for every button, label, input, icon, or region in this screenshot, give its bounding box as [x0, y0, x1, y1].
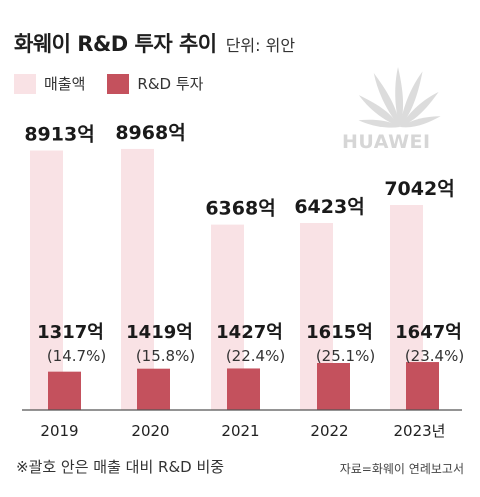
ratio-label: (25.1%) — [316, 347, 375, 365]
revenue-value-label: 8913억 — [24, 124, 94, 146]
legend-label-revenue: 매출액 — [44, 75, 86, 93]
rnd-value-label: 1427억 — [216, 322, 283, 343]
revenue-value-label: 6368억 — [205, 198, 275, 220]
unit-label: 단위: 위안 — [225, 36, 296, 55]
x-tick-label: 2022 — [310, 422, 348, 440]
rnd-bar — [227, 368, 260, 410]
x-tick-label: 2023년 — [394, 422, 446, 440]
x-tick-label: 2019 — [40, 422, 78, 440]
revenue-bar — [30, 150, 63, 411]
ratio-label: (15.8%) — [136, 347, 195, 365]
rnd-value-label: 1647억 — [395, 322, 462, 343]
legend-item-rnd: R&D 투자 — [107, 73, 203, 94]
ratio-label: (23.4%) — [405, 347, 464, 365]
logo-text: HUAWEI — [342, 131, 431, 153]
revenue-value-label: 6423억 — [294, 196, 364, 218]
x-tick-label: 2020 — [131, 422, 169, 440]
rnd-bar — [48, 371, 81, 410]
rnd-value-label: 1317억 — [37, 322, 104, 343]
revenue-value-label: 8968억 — [115, 122, 185, 144]
chart-title: 화웨이 R&D 투자 추이 — [14, 32, 217, 56]
rnd-value-label: 1419억 — [126, 322, 193, 343]
legend: 매출액 R&D 투자 — [14, 73, 225, 94]
rnd-value-label: 1615억 — [306, 322, 373, 343]
source-note: 자료=화웨이 연례보고서 — [339, 462, 464, 476]
legend-swatch-rnd — [107, 73, 130, 94]
footnote: ※괄호 안은 매출 대비 R&D 비중 — [16, 458, 225, 476]
rnd-bar — [406, 362, 439, 410]
revenue-bar — [121, 148, 154, 410]
legend-label-rnd: R&D 투자 — [137, 75, 204, 93]
x-tick-label: 2021 — [221, 422, 259, 440]
rnd-bar — [137, 368, 170, 410]
huawei-logo-icon — [358, 67, 441, 128]
chart-title-row: 화웨이 R&D 투자 추이 단위: 위안 — [14, 28, 295, 58]
revenue-value-label: 7042억 — [384, 178, 454, 200]
legend-item-revenue: 매출액 — [14, 73, 85, 94]
legend-swatch-revenue — [14, 73, 36, 94]
rnd-bar — [317, 362, 350, 410]
ratio-label: (22.4%) — [226, 347, 285, 365]
ratio-label: (14.7%) — [47, 347, 106, 365]
